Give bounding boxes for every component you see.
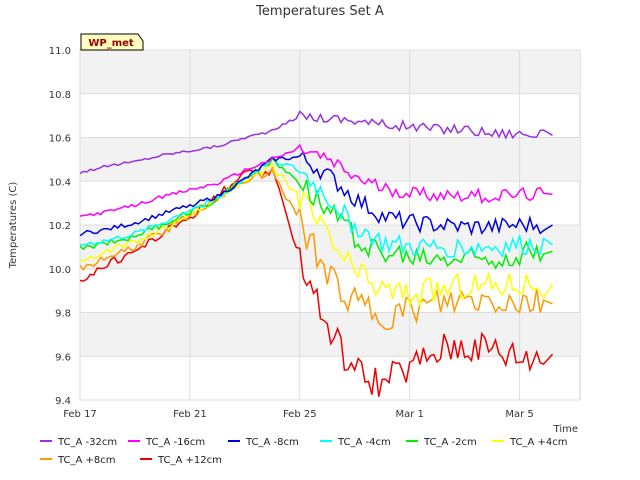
series-line: [79, 167, 553, 331]
legend-item: TC_A -16cm: [128, 436, 205, 450]
legend-swatch: [492, 440, 504, 442]
x-tick-label: Mar 1: [395, 409, 423, 420]
series-line: [79, 150, 553, 237]
legend-label: TC_A -4cm: [338, 437, 391, 448]
y-tick-label: 10.8: [49, 90, 71, 101]
legend-item: TC_A +12cm: [140, 454, 222, 468]
x-tick-label: Feb 21: [173, 409, 207, 420]
series-line: [79, 143, 553, 217]
x-tick-label: Feb 17: [63, 409, 97, 420]
legend-swatch: [40, 440, 52, 442]
legend-item: TC_A -32cm: [40, 436, 117, 450]
x-tick-label: Feb 25: [283, 409, 317, 420]
grid-band: [80, 312, 580, 357]
chart-title: Temperatures Set A: [255, 4, 384, 19]
grid-band: [80, 50, 580, 94]
badge: WP_met: [80, 33, 144, 51]
legend-swatch: [406, 440, 418, 442]
y-tick-label: 11.0: [49, 46, 71, 57]
y-tick-label: 10.4: [49, 177, 71, 188]
series-line: [79, 110, 553, 175]
series-layer: [79, 110, 554, 397]
legend-label: TC_A -8cm: [246, 437, 299, 448]
badge-label: WP_met: [88, 38, 134, 49]
legend-item: TC_A +8cm: [40, 454, 116, 468]
series-line: [80, 155, 553, 258]
x-tick-label: Mar 5: [505, 409, 533, 420]
legend-swatch: [128, 440, 140, 442]
series-line: [79, 166, 554, 397]
y-axis-label: Temperatures (C): [8, 182, 19, 270]
legend-item: TC_A -2cm: [406, 436, 477, 450]
x-axis: Feb 17 Feb 21 Feb 25 Mar 1 Mar 5: [63, 409, 534, 420]
x-axis-label: Time: [553, 424, 578, 435]
y-tick-label: 10.6: [49, 134, 71, 145]
y-tick-label: 9.8: [55, 309, 71, 320]
grid-lines: [79, 49, 580, 401]
legend-item: TC_A -8cm: [228, 436, 299, 450]
series-line: [79, 163, 554, 308]
legend-label: TC_A +4cm: [510, 437, 568, 448]
y-tick-label: 10.0: [49, 265, 71, 276]
legend-item: TC_A +4cm: [492, 436, 568, 450]
legend-label: TC_A +12cm: [158, 455, 222, 466]
y-tick-label: 10.2: [49, 221, 71, 232]
y-tick-label: 9.6: [55, 352, 71, 363]
y-axis: 9.4 9.6 9.8 10.0 10.2 10.4 10.6 10.8 11.0: [49, 46, 71, 407]
legend-label: TC_A -2cm: [424, 437, 477, 448]
legend-label: TC_A -16cm: [146, 437, 206, 448]
legend-swatch: [140, 458, 152, 460]
legend-item: TC_A -4cm: [320, 436, 391, 450]
legend-swatch: [40, 458, 52, 460]
legend-label: TC_A -32cm: [58, 437, 118, 448]
legend: TC_A -32cm TC_A -16cm TC_A -8cm TC_A -4cm TC…: [40, 436, 630, 472]
y-tick-label: 9.4: [55, 396, 71, 407]
legend-swatch: [228, 440, 240, 442]
legend-label: TC_A +8cm: [58, 455, 116, 466]
legend-swatch: [320, 440, 332, 442]
